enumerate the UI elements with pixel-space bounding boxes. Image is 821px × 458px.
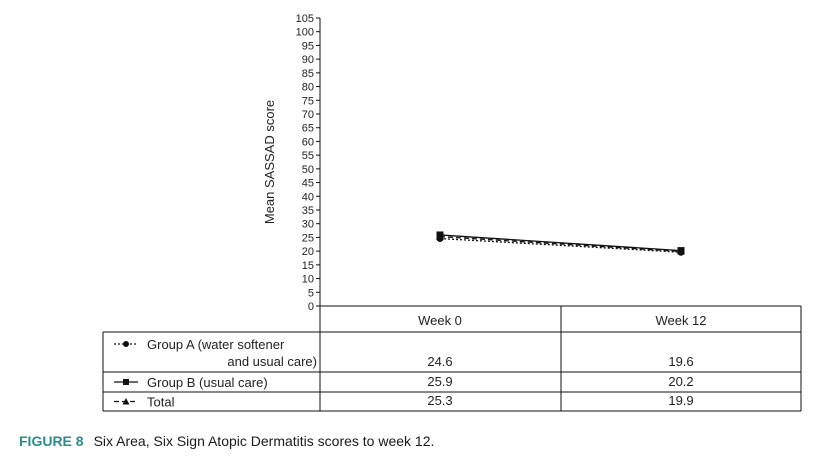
legend-marker-circle [123,341,129,347]
y-tick-label: 95 [302,40,314,52]
data-point-triangle [436,232,444,240]
data-point-triangle [677,247,685,255]
series-line [439,237,682,253]
caption-text: Six Area, Six Sign Atopic Dermatitis sco… [93,433,435,449]
legend-label: Group A (water softener [147,337,285,352]
y-tick-label: 65 [302,123,314,135]
y-tick-label: 50 [302,164,314,176]
legend-label: Total [147,395,175,410]
y-tick-label: 35 [302,205,314,217]
y-tick-label: 20 [302,246,314,258]
table-value: 19.6 [668,354,693,369]
y-axis-title: Mean SASSAD score [262,100,277,224]
y-tick-label: 40 [302,191,314,203]
y-tick-label: 5 [308,287,314,299]
category-label: Week 12 [655,313,706,328]
y-tick-label: 30 [302,219,314,231]
series-line [439,235,682,253]
chart: 0510152025303540455055606570758085909510… [102,13,802,412]
figure-label: FIGURE 8 [19,433,84,449]
series-3 [436,232,685,255]
y-tick-label: 100 [296,27,314,39]
y-tick-label: 0 [308,301,314,313]
legend-marker-triangle [122,398,130,405]
data-table: Week 0 Week 12 Group A (water softener and … [102,305,802,412]
table-value: 25.9 [427,374,452,389]
legend-marker-square [123,379,129,385]
table-value: 20.2 [668,374,693,389]
y-tick-label: 75 [302,95,314,107]
y-tick-label: 60 [302,136,314,148]
y-tick-label: 25 [302,232,314,244]
y-tick-label: 55 [302,150,314,162]
series-line [439,234,682,252]
y-tick-label: 15 [302,260,314,272]
y-tick-label: 90 [302,54,314,66]
y-tick-label: 10 [302,274,314,286]
category-label: Week 0 [418,313,462,328]
y-axis: 0510152025303540455055606570758085909510… [296,13,321,313]
series-2 [436,231,685,255]
table-value: 24.6 [427,354,452,369]
y-tick-label: 70 [302,109,314,121]
table-value: 25.3 [427,393,452,408]
legend-label-line2: and usual care) [227,354,317,369]
table-value: 19.9 [668,393,693,408]
figure-caption: FIGURE 8 Six Area, Six Sign Atopic Dermat… [19,433,434,449]
y-tick-label: 105 [296,13,314,25]
y-tick-label: 80 [302,82,314,94]
y-tick-label: 85 [302,68,314,80]
y-tick-label: 45 [302,178,314,190]
legend-label: Group B (usual care) [147,375,268,390]
plot-lines [436,231,685,256]
